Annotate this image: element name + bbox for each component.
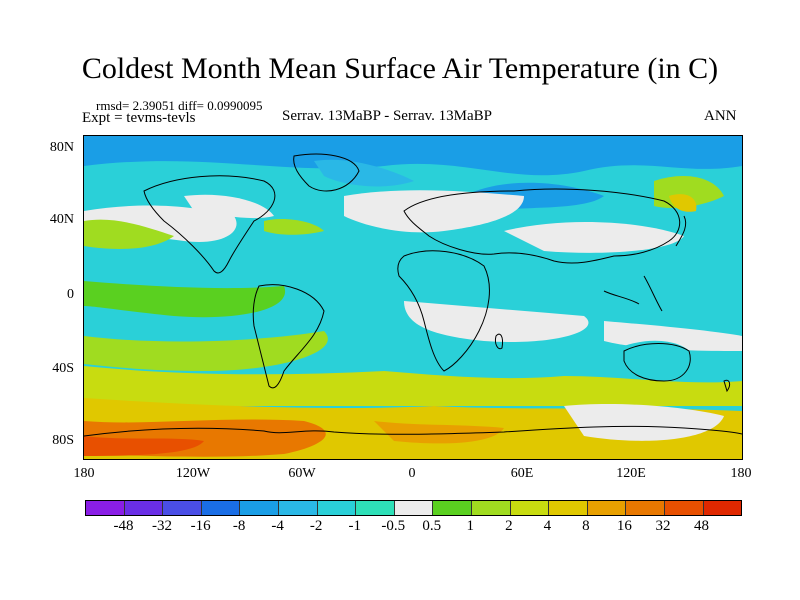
- colorbar-label: 48: [693, 518, 709, 534]
- colorbar-box: [549, 501, 588, 515]
- colorbar-label: 0.5: [422, 518, 442, 534]
- colorbar-label: -48: [113, 518, 134, 534]
- colorbar-box: [587, 501, 627, 515]
- lon-label: 60W: [288, 466, 316, 481]
- colorbar-box: [124, 501, 164, 515]
- colorbar-box: [356, 501, 395, 515]
- colorbar-box: [201, 501, 241, 515]
- warm-region: [84, 366, 742, 406]
- colorbar-label: -2: [309, 518, 323, 534]
- warm-region: [264, 219, 324, 235]
- coastlines: [84, 153, 742, 437]
- colorbar-label: 2: [505, 518, 513, 534]
- warm-region: [374, 421, 504, 444]
- colorbar-label: -16: [190, 518, 211, 534]
- neutral-band: [404, 301, 589, 342]
- colorbar-label: -0.5: [381, 518, 406, 534]
- lat-label: 40N: [49, 212, 74, 227]
- neutral-band: [504, 221, 684, 253]
- colorbar-label: -4: [271, 518, 284, 534]
- colorbar-label: -8: [232, 518, 246, 534]
- colorbar-box: [471, 501, 511, 515]
- colorbar-box: [703, 501, 742, 515]
- temperature-map: [83, 135, 743, 460]
- warm-region: [84, 281, 286, 318]
- lon-label: 0: [408, 466, 416, 481]
- region: [624, 340, 694, 376]
- colorbar-label: 4: [543, 518, 552, 534]
- warm-region: [84, 331, 328, 371]
- neutral-band: [344, 190, 524, 233]
- lon-label: 60E: [510, 466, 534, 481]
- neutral-band: [184, 194, 274, 219]
- colorbar-label: -1: [348, 518, 361, 534]
- colorbar-box: [664, 501, 704, 515]
- season-label: ANN: [704, 108, 737, 124]
- lon-label: 120E: [616, 466, 646, 481]
- colorbar-box: [394, 501, 434, 515]
- lat-label: 80N: [49, 140, 74, 155]
- lat-label: 0: [67, 287, 74, 302]
- warm-region: [84, 436, 204, 456]
- expt-label: Expt = tevms-tevls: [82, 110, 196, 126]
- colorbar-box: [317, 501, 357, 515]
- colorbar-box: [278, 501, 318, 515]
- map-title: Coldest Month Mean Surface Air Temperatu…: [81, 52, 719, 85]
- map-canvas: [84, 136, 742, 459]
- colorbar-box: [86, 501, 125, 515]
- region: [314, 159, 414, 187]
- colorbar-box: [433, 501, 472, 515]
- lon-label: 180: [73, 466, 95, 481]
- colorbar: [85, 500, 742, 516]
- colorbar-label: 1: [466, 518, 475, 534]
- colorbar-box: [240, 501, 279, 515]
- colorbar-label: 32: [655, 518, 671, 534]
- lon-label: 180: [730, 466, 752, 481]
- colorbar-box: [626, 501, 665, 515]
- lat-label: 80S: [52, 433, 74, 448]
- colorbar-label: 8: [582, 518, 590, 534]
- warm-region: [84, 219, 174, 249]
- stats-line: rmsd= 2.39051 diff= 0.0990095: [96, 98, 263, 113]
- colorbar-label: -32: [152, 518, 173, 534]
- colorbar-label: 16: [616, 518, 632, 534]
- experiment-label: Serrav. 13MaBP - Serrav. 13MaBP: [282, 108, 492, 124]
- colorbar-box: [163, 501, 202, 515]
- warm-region: [669, 194, 697, 212]
- lat-label: 40S: [52, 361, 74, 376]
- neutral-band: [564, 404, 724, 441]
- arctic-cold-region: [84, 136, 742, 176]
- colorbar-box: [510, 501, 550, 515]
- lon-label: 120W: [175, 466, 211, 481]
